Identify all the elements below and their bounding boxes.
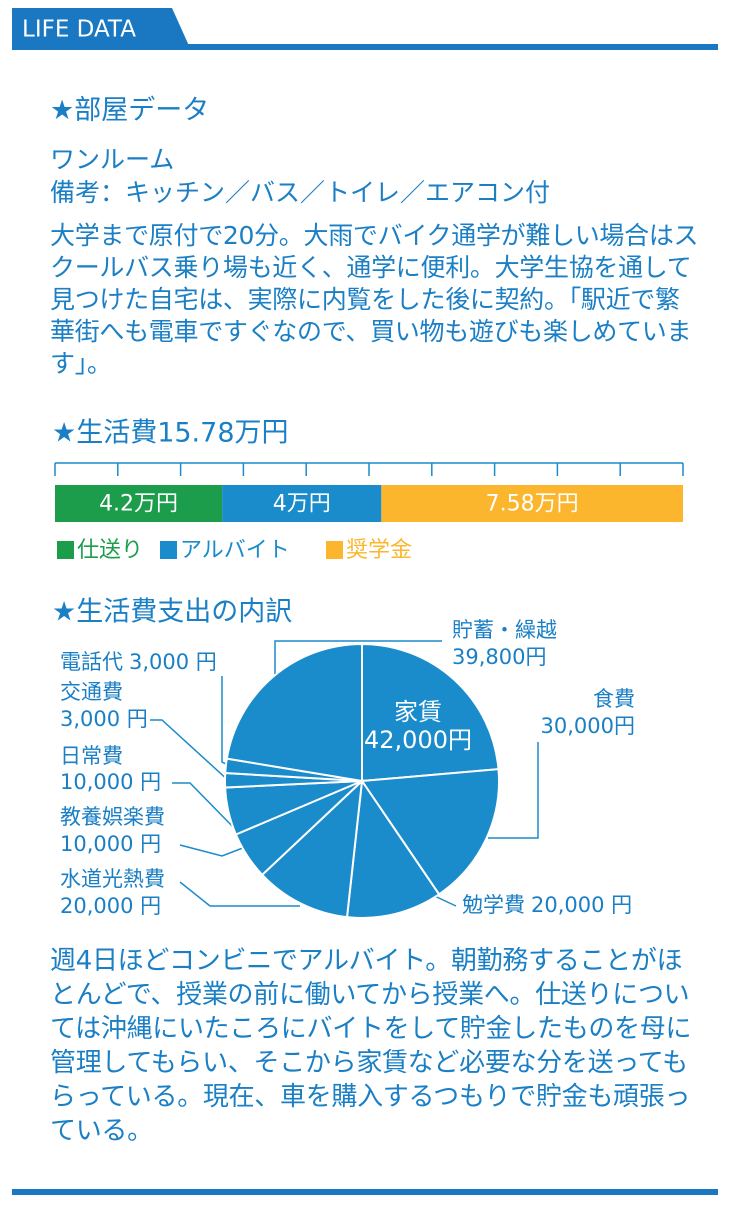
room-note: 備考：キッチン／バス／トイレ／エアコン付 (50, 178, 551, 207)
slice-name: 水道光熱費 (60, 867, 165, 891)
slice-name: 勉学費 (462, 893, 525, 917)
slice-name: 食費 (593, 687, 635, 711)
footer-rule (12, 1189, 718, 1195)
slice-value: 39,800円 (452, 645, 546, 669)
slice-value: 10,000 円 (60, 832, 161, 856)
slice-name: 電話代 (60, 650, 123, 674)
slice-value: 20,000 円 (60, 894, 161, 918)
slice-name: 日常費 (60, 744, 123, 768)
bar-segment (55, 485, 223, 522)
bar-segment (381, 485, 683, 522)
slice-name: 教養娯楽費 (60, 805, 165, 829)
chart-title: ★生活費15.78万円 (52, 418, 289, 449)
slice-value: 3,000 円 (129, 650, 217, 674)
legend-swatch (57, 541, 74, 559)
slice-value: 30,000円 (541, 714, 635, 738)
pie-slice (361, 642, 500, 783)
chart-title: ★生活費支出の内訳 (52, 597, 292, 628)
slice-value: 20,000 円 (531, 893, 632, 917)
pie-slice (360, 768, 500, 896)
pie-slice (345, 778, 441, 919)
slice-value: 10,000 円 (60, 770, 161, 794)
section-title: ★部屋データ (50, 95, 210, 126)
room-type: ワンルーム (50, 145, 175, 174)
data-label: 4万円 (273, 492, 331, 517)
slice-label: 勉学費 20,000 円 (462, 893, 632, 917)
header-label: LIFE DATA (22, 17, 136, 43)
slice-name: 貯蓄・繰越 (452, 618, 557, 642)
legend-swatch (160, 541, 177, 559)
room-description: 大学まで原付で20分。大雨でバイク通学が難しい場合はスクールバス乗り場も近く、通… (50, 221, 699, 378)
slice-label: 電話代 3,000 円 (60, 650, 217, 674)
header-tab (12, 8, 190, 48)
header-rule (12, 44, 718, 50)
slice-name: 家賃 (394, 698, 442, 726)
data-label: 4.2万円 (99, 492, 178, 517)
pie-slice (225, 642, 363, 783)
bar-segment (222, 485, 382, 522)
pie-slice (260, 778, 364, 919)
legend-label: アルバイト (180, 538, 290, 563)
slice-name: 交通費 (60, 680, 123, 704)
legend-label: 仕送り (77, 538, 143, 563)
slice-value: 42,000円 (364, 726, 472, 754)
data-label: 7.58万円 (486, 492, 579, 517)
legend-swatch (326, 541, 343, 559)
work-description: 週4日ほどコンビニでアルバイト。朝勤務することがほとんどで、授業の前に働いてから… (50, 946, 692, 1146)
legend-label: 奨学金 (346, 538, 412, 563)
slice-value: 3,000 円 (60, 707, 148, 731)
